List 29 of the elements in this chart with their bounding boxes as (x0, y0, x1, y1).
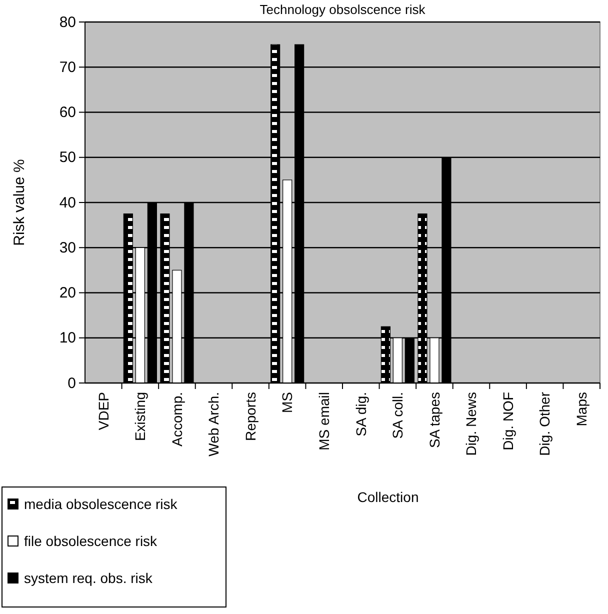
y-tick-label: 10 (59, 330, 76, 347)
x-tick-label: Maps (574, 392, 590, 426)
chart-title: Technology obsolscence risk (260, 2, 426, 17)
x-tick-label: Dig. Other (536, 392, 553, 456)
y-tick-label: 50 (59, 149, 76, 166)
x-tick-label: Accomp. (168, 392, 185, 446)
y-tick-label: 20 (59, 284, 76, 302)
y-tick-label: 60 (59, 104, 76, 122)
x-tick-label: Reports (242, 392, 258, 442)
y-tick-label: 80 (59, 14, 76, 31)
x-tick-label: Existing (132, 392, 148, 442)
y-tick-label: 0 (68, 374, 76, 392)
x-tick-label: MS email (316, 392, 332, 450)
y-tick-label: 30 (59, 239, 76, 256)
x-tick-label: Dig. NOF (500, 392, 516, 450)
x-tick-label: SA coll. (390, 392, 406, 439)
x-tick-label: SA dig. (352, 392, 369, 436)
legend-label: file obsolescence risk (24, 533, 158, 549)
x-tick-label: MS (279, 392, 296, 413)
legend-label: system req. obs. risk (24, 570, 154, 586)
x-tick-label: Web Arch. (206, 392, 222, 456)
y-axis-title: Risk value % (11, 159, 28, 246)
x-tick-label: Dig. News (463, 392, 480, 456)
y-tick-label: 70 (59, 58, 76, 76)
x-axis-title: Collection (357, 489, 419, 505)
x-tick-label: VDEP (95, 392, 112, 430)
y-tick-label: 40 (59, 194, 76, 212)
legend-label: media obsolescence risk (24, 496, 178, 512)
x-tick-label: SA tapes (426, 392, 442, 448)
